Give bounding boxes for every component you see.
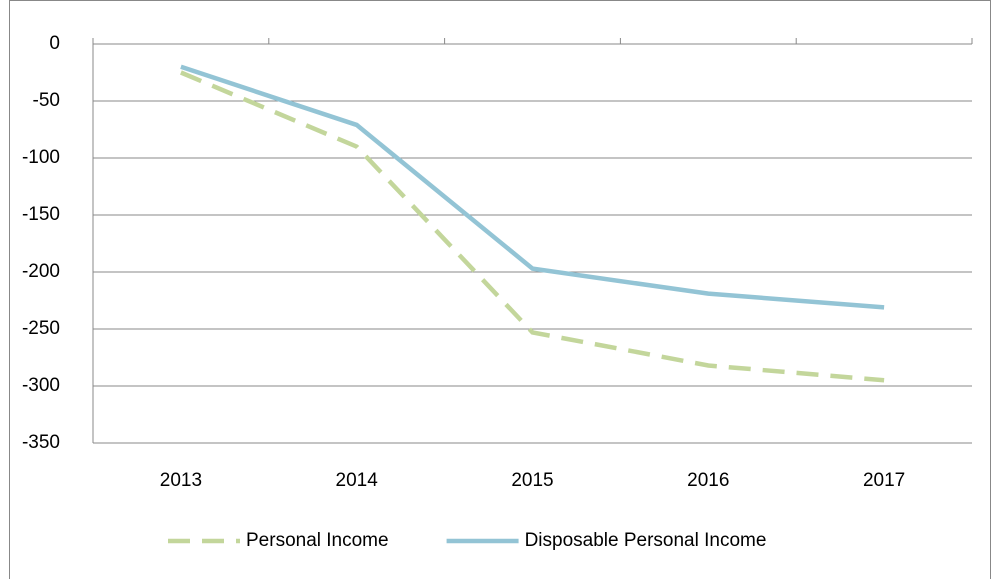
y-tick-label: -350 xyxy=(22,432,60,453)
y-tick-label: -100 xyxy=(22,147,60,168)
series-line xyxy=(180,70,885,383)
legend-label: Disposable Personal Income xyxy=(525,530,767,551)
y-tick-label: -250 xyxy=(22,318,60,339)
x-tick-label: 2015 xyxy=(511,470,553,491)
x-tick-label: 2016 xyxy=(687,470,729,491)
x-tick-label: 2013 xyxy=(160,470,202,491)
chart-border xyxy=(9,0,991,579)
y-tick-label: -300 xyxy=(22,375,60,396)
y-tick-label: -200 xyxy=(22,261,60,282)
y-tick-label: -150 xyxy=(22,204,60,225)
y-tick-label: -50 xyxy=(33,90,60,111)
x-tick-label: 2017 xyxy=(863,470,905,491)
x-tick-label: 2014 xyxy=(336,470,379,491)
series-line xyxy=(180,64,885,310)
legend-label: Personal Income xyxy=(246,530,389,551)
y-tick-label: 0 xyxy=(49,33,60,54)
